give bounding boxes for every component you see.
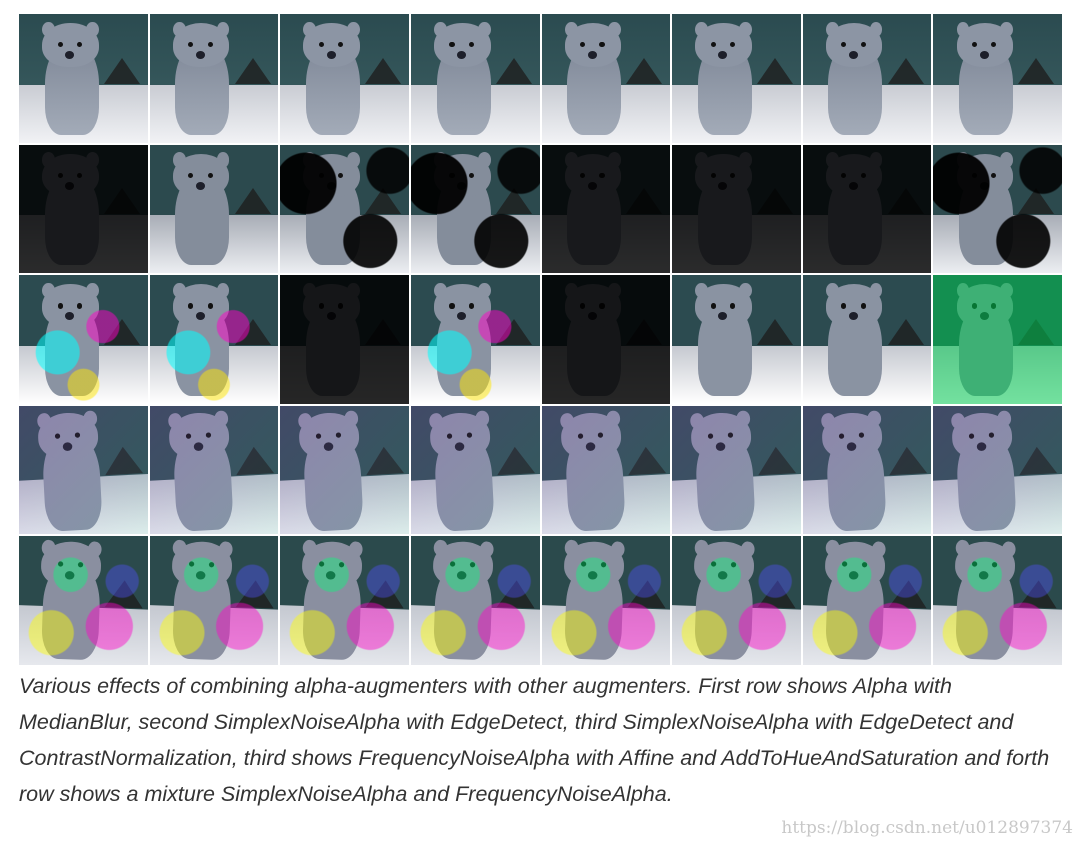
image-tile	[280, 405, 409, 535]
image-tile	[802, 405, 932, 535]
image-tile	[672, 144, 801, 274]
image-tile	[672, 14, 801, 143]
image-tile	[280, 14, 409, 143]
image-tile	[19, 144, 148, 274]
image-tile	[802, 275, 932, 404]
image-tile	[280, 275, 409, 404]
image-tile	[280, 144, 409, 274]
image-tile	[410, 144, 540, 274]
image-tile	[19, 405, 148, 535]
image-tile	[149, 14, 279, 143]
image-tile	[149, 405, 279, 535]
image-tile	[933, 405, 1062, 535]
image-tile	[541, 14, 671, 143]
image-tile	[19, 14, 148, 143]
image-tile	[672, 275, 801, 404]
image-tile	[19, 536, 148, 665]
image-tile	[933, 536, 1062, 665]
image-tile	[933, 14, 1062, 143]
figure-caption: Various effects of combining alpha-augme…	[19, 674, 1050, 806]
image-tile	[541, 536, 671, 665]
augmentation-image-grid	[19, 14, 1062, 665]
image-tile	[280, 536, 409, 665]
image-tile	[410, 14, 540, 143]
image-tile	[410, 405, 540, 535]
image-tile	[149, 536, 279, 665]
image-tile	[410, 536, 540, 665]
image-tile	[541, 275, 671, 404]
image-tile	[541, 405, 671, 535]
image-tile	[933, 275, 1062, 404]
image-tile	[149, 144, 279, 274]
image-tile	[933, 144, 1062, 274]
watermark: https://blog.csdn.net/u012897374	[781, 818, 1073, 838]
image-tile	[802, 14, 932, 143]
image-tile	[802, 536, 932, 665]
image-tile	[672, 536, 801, 665]
image-tile	[541, 144, 671, 274]
image-tile	[19, 275, 148, 404]
image-tile	[802, 144, 932, 274]
image-tile	[410, 275, 540, 404]
image-tile	[149, 275, 279, 404]
image-tile	[672, 405, 801, 535]
